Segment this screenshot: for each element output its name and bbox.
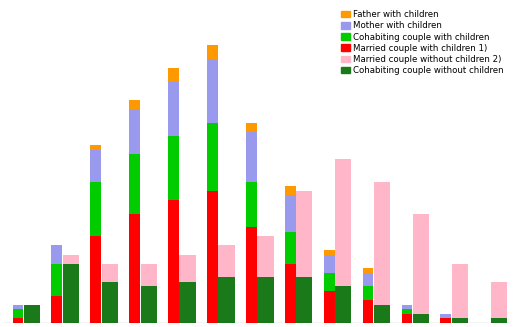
Bar (90, 150, 101, 182)
Bar (207, 45, 218, 59)
Bar (90, 182, 101, 236)
Bar (12, 318, 24, 323)
Bar (168, 136, 179, 200)
Bar (296, 191, 313, 277)
Legend: Father with children, Mother with children, Cohabiting couple with children, Mar: Father with children, Mother with childr… (339, 9, 506, 77)
Bar (257, 277, 273, 323)
Bar (401, 314, 412, 323)
Bar (246, 227, 257, 323)
Bar (440, 318, 451, 323)
Bar (362, 268, 374, 273)
Bar (374, 182, 390, 305)
Bar (440, 314, 451, 318)
Bar (490, 318, 507, 323)
Bar (374, 305, 390, 323)
Bar (140, 264, 157, 286)
Bar (140, 286, 157, 323)
Bar (246, 182, 257, 227)
Bar (63, 264, 79, 323)
Bar (285, 186, 296, 195)
Bar (51, 296, 62, 323)
Bar (12, 309, 24, 318)
Bar (285, 232, 296, 264)
Bar (168, 81, 179, 136)
Bar (335, 159, 352, 286)
Bar (168, 68, 179, 81)
Bar (179, 254, 196, 282)
Bar (129, 154, 140, 214)
Bar (129, 214, 140, 323)
Bar (129, 100, 140, 109)
Bar (413, 214, 429, 314)
Bar (207, 123, 218, 191)
Bar (51, 264, 62, 296)
Bar (90, 145, 101, 150)
Bar (362, 286, 374, 300)
Bar (285, 195, 296, 232)
Bar (207, 191, 218, 323)
Bar (296, 277, 313, 323)
Bar (257, 236, 273, 277)
Bar (452, 318, 468, 323)
Bar (207, 59, 218, 123)
Bar (218, 246, 234, 277)
Bar (12, 305, 24, 309)
Bar (129, 109, 140, 154)
Bar (324, 250, 335, 254)
Bar (218, 277, 234, 323)
Bar (335, 286, 352, 323)
Bar (51, 246, 62, 264)
Bar (362, 300, 374, 323)
Bar (285, 264, 296, 323)
Bar (246, 132, 257, 182)
Bar (102, 282, 118, 323)
Bar (102, 264, 118, 282)
Bar (90, 236, 101, 323)
Bar (324, 273, 335, 291)
Bar (490, 282, 507, 318)
Bar (168, 200, 179, 323)
Bar (401, 309, 412, 314)
Bar (324, 291, 335, 323)
Bar (24, 305, 40, 323)
Bar (246, 123, 257, 132)
Bar (452, 264, 468, 318)
Bar (362, 273, 374, 286)
Bar (179, 282, 196, 323)
Bar (401, 305, 412, 309)
Bar (63, 254, 79, 264)
Bar (413, 314, 429, 323)
Bar (324, 254, 335, 273)
